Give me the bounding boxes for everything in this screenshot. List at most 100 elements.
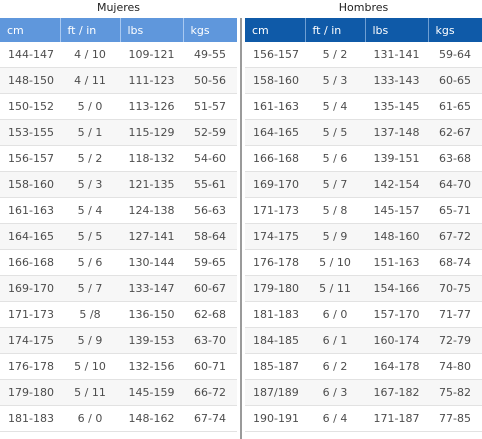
- women-cell-lbs: 113-126: [120, 93, 183, 120]
- men-cell-cm: 176-178: [245, 249, 305, 276]
- men-header-cm: cm: [245, 18, 306, 42]
- women-cell-ft-in: 5 / 7: [60, 275, 120, 302]
- women-cell-ft-in: 5 /8: [60, 301, 120, 328]
- table-row: 185-187 6 / 2 164-178 74-80: [245, 353, 482, 380]
- column-divider: [240, 18, 242, 439]
- men-cell-lbs: 164-178: [365, 353, 428, 380]
- men-cell-cm: 184-185: [245, 327, 305, 354]
- women-header-lbs: lbs: [120, 18, 184, 42]
- men-cell-kgs: 68-74: [428, 249, 482, 276]
- men-cell-kgs: 75-82: [428, 379, 482, 406]
- men-cell-cm: 169-170: [245, 171, 305, 198]
- men-header-row: cm ft / in lbs kgs: [245, 18, 482, 42]
- women-cell-lbs: 124-138: [120, 197, 183, 224]
- women-cell-ft-in: 5 / 4: [60, 197, 120, 224]
- women-cell-kgs: 52-59: [183, 119, 237, 146]
- men-cell-lbs: 157-170: [365, 301, 428, 328]
- women-cell-kgs: 50-56: [183, 67, 237, 94]
- table-row: 169-170 5 / 7 133-147 60-67: [0, 275, 237, 302]
- women-cell-lbs: 132-156: [120, 353, 183, 380]
- table-row: 181-183 6 / 0 157-170 71-77: [245, 301, 482, 328]
- table-row: 164-165 5 / 5 137-148 62-67: [245, 119, 482, 146]
- women-cell-cm: 156-157: [0, 145, 60, 172]
- table-row: 179-180 5 / 11 154-166 70-75: [245, 275, 482, 302]
- men-cell-cm: 156-157: [245, 42, 305, 68]
- table-row: 176-178 5 / 10 151-163 68-74: [245, 249, 482, 276]
- men-cell-ft-in: 5 / 3: [305, 67, 365, 94]
- men-cell-ft-in: 5 / 7: [305, 171, 365, 198]
- men-cell-lbs: 142-154: [365, 171, 428, 198]
- table-row: 169-170 5 / 7 142-154 64-70: [245, 171, 482, 198]
- men-cell-ft-in: 5 / 5: [305, 119, 365, 146]
- men-header-kgs: kgs: [428, 18, 482, 42]
- men-size-table: cm ft / in lbs kgs 156-157 5 / 2 131-141 59…: [245, 18, 482, 432]
- men-cell-lbs: 139-151: [365, 145, 428, 172]
- table-row: 164-165 5 / 5 127-141 58-64: [0, 223, 237, 250]
- men-cell-cm: 185-187: [245, 353, 305, 380]
- women-cell-cm: 171-173: [0, 301, 60, 328]
- men-table-body: 156-157 5 / 2 131-141 59-64 158-160 5 / 3 133-…: [245, 42, 482, 432]
- men-cell-kgs: 70-75: [428, 275, 482, 302]
- women-cell-cm: 158-160: [0, 171, 60, 198]
- table-row: 174-175 5 / 9 148-160 67-72: [245, 223, 482, 250]
- women-cell-cm: 179-180: [0, 379, 60, 406]
- women-cell-cm: 161-163: [0, 197, 60, 224]
- women-header-kgs: kgs: [183, 18, 237, 42]
- women-cell-ft-in: 5 / 9: [60, 327, 120, 354]
- men-cell-kgs: 61-65: [428, 93, 482, 120]
- women-cell-kgs: 55-61: [183, 171, 237, 198]
- men-cell-cm: 164-165: [245, 119, 305, 146]
- men-cell-ft-in: 5 / 11: [305, 275, 365, 302]
- men-cell-cm: 158-160: [245, 67, 305, 94]
- men-cell-lbs: 145-157: [365, 197, 428, 224]
- men-header-lbs: lbs: [365, 18, 429, 42]
- women-cell-lbs: 136-150: [120, 301, 183, 328]
- table-row: 161-163 5 / 4 124-138 56-63: [0, 197, 237, 224]
- men-cell-ft-in: 6 / 1: [305, 327, 365, 354]
- women-table-body: 144-147 4 / 10 109-121 49-55 148-150 4 / 11 11…: [0, 42, 237, 432]
- men-cell-cm: 166-168: [245, 145, 305, 172]
- women-cell-lbs: 133-147: [120, 275, 183, 302]
- women-cell-cm: 153-155: [0, 119, 60, 146]
- table-row: 153-155 5 / 1 115-129 52-59: [0, 119, 237, 146]
- men-cell-kgs: 67-72: [428, 223, 482, 250]
- men-cell-lbs: 135-145: [365, 93, 428, 120]
- women-cell-ft-in: 5 / 6: [60, 249, 120, 276]
- women-cell-ft-in: 5 / 1: [60, 119, 120, 146]
- women-cell-kgs: 51-57: [183, 93, 237, 120]
- men-cell-kgs: 64-70: [428, 171, 482, 198]
- women-cell-kgs: 58-64: [183, 223, 237, 250]
- table-row: 166-168 5 / 6 130-144 59-65: [0, 249, 237, 276]
- men-cell-cm: 174-175: [245, 223, 305, 250]
- men-cell-lbs: 148-160: [365, 223, 428, 250]
- men-cell-ft-in: 5 / 8: [305, 197, 365, 224]
- women-cell-cm: 174-175: [0, 327, 60, 354]
- men-cell-lbs: 137-148: [365, 119, 428, 146]
- men-table-title: Hombres: [338, 1, 389, 14]
- table-row: 161-163 5 / 4 135-145 61-65: [245, 93, 482, 120]
- women-cell-kgs: 67-74: [183, 405, 237, 432]
- women-cell-cm: 169-170: [0, 275, 60, 302]
- table-row: 190-191 6 / 4 171-187 77-85: [245, 405, 482, 432]
- women-cell-kgs: 60-67: [183, 275, 237, 302]
- men-cell-cm: 161-163: [245, 93, 305, 120]
- table-row: 187/189 6 / 3 167-182 75-82: [245, 379, 482, 406]
- men-cell-cm: 181-183: [245, 301, 305, 328]
- table-row: 166-168 5 / 6 139-151 63-68: [245, 145, 482, 172]
- men-cell-ft-in: 6 / 2: [305, 353, 365, 380]
- women-cell-kgs: 62-68: [183, 301, 237, 328]
- table-row: 176-178 5 / 10 132-156 60-71: [0, 353, 237, 380]
- table-row: 148-150 4 / 11 111-123 50-56: [0, 67, 237, 94]
- men-cell-lbs: 160-174: [365, 327, 428, 354]
- women-cell-ft-in: 6 / 0: [60, 405, 120, 432]
- table-row: 158-160 5 / 3 133-143 60-65: [245, 67, 482, 94]
- women-cell-lbs: 111-123: [120, 67, 183, 94]
- men-cell-lbs: 151-163: [365, 249, 428, 276]
- women-header-cm: cm: [0, 18, 61, 42]
- women-header-row: cm ft / in lbs kgs: [0, 18, 237, 42]
- women-cell-cm: 148-150: [0, 67, 60, 94]
- men-cell-kgs: 72-79: [428, 327, 482, 354]
- men-cell-kgs: 77-85: [428, 405, 482, 432]
- men-cell-kgs: 74-80: [428, 353, 482, 380]
- men-cell-kgs: 60-65: [428, 67, 482, 94]
